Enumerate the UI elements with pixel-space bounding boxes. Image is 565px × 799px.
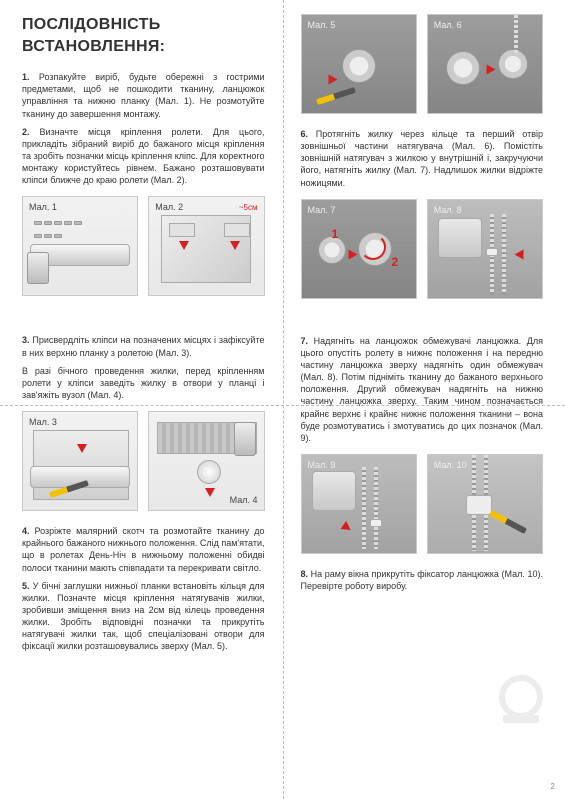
tensioner-outer-shape bbox=[498, 49, 528, 79]
figure-10: Мал. 10 bbox=[427, 454, 543, 554]
tensioner-shape bbox=[446, 51, 480, 85]
red-arrow-icon bbox=[514, 249, 523, 259]
step-2-text: 2. Визначте місця кріплення ролети. Для … bbox=[22, 126, 265, 187]
figure-8-label: Мал. 8 bbox=[434, 204, 462, 216]
limiter-shape bbox=[486, 248, 498, 256]
fig-row-9-10: Мал. 9 Мал. 10 bbox=[301, 454, 544, 554]
step-3-text: 3. Присвердліть кліпси на позначених міс… bbox=[22, 334, 265, 358]
page-number: 2 bbox=[551, 782, 555, 793]
chain-shape bbox=[502, 214, 506, 294]
cord-shape bbox=[514, 15, 518, 53]
page-title: ПОСЛІДОВНІСТЬ ВСТАНОВЛЕННЯ: bbox=[22, 14, 265, 57]
clip-shape bbox=[224, 223, 250, 237]
figure-5-label: Мал. 5 bbox=[308, 19, 336, 31]
red-arrow-icon bbox=[486, 65, 495, 75]
figure-6: Мал. 6 bbox=[427, 14, 543, 114]
figure-6-label: Мал. 6 bbox=[434, 19, 462, 31]
mechanism-shape bbox=[312, 471, 356, 511]
bracket-shape bbox=[234, 422, 256, 456]
bracket-shape bbox=[27, 252, 49, 284]
figure-9: Мал. 9 bbox=[301, 454, 417, 554]
red-arrow-icon bbox=[205, 488, 215, 497]
step-6-text: 6. Протягніть жилку через кільце та перш… bbox=[301, 128, 544, 189]
limiter-shape bbox=[370, 519, 382, 527]
red-arrow-icon bbox=[230, 241, 240, 250]
knot-shape bbox=[197, 460, 221, 484]
step-num-3: 3. bbox=[22, 335, 30, 345]
figure-8: Мал. 8 bbox=[427, 199, 543, 299]
step-num-4: 4. bbox=[22, 526, 30, 536]
step-num-6: 6. bbox=[301, 129, 309, 139]
frame-shape bbox=[33, 430, 129, 500]
fig-row-1-2: Мал. 1 Мал. 2 ~5см bbox=[22, 196, 265, 296]
figure-1: Мал. 1 bbox=[22, 196, 138, 296]
red-curve-arrow-icon bbox=[360, 234, 386, 260]
red-arrow-icon bbox=[77, 444, 87, 453]
red-arrow-icon bbox=[328, 75, 337, 85]
step-8-text: 8. На раму вікна прикрутіть фіксатор лан… bbox=[301, 568, 544, 592]
fig-row-5-6: Мал. 5 Мал. 6 bbox=[301, 14, 544, 114]
step-3b-text: В разі бічного проведення жилки, перед к… bbox=[22, 365, 265, 401]
parts-icon bbox=[33, 217, 83, 247]
red-arrow-icon bbox=[179, 241, 189, 250]
step-num-2: 2. bbox=[22, 127, 30, 137]
figure-3: Мал. 3 bbox=[22, 411, 138, 511]
step-num-1: 1. bbox=[22, 72, 30, 82]
right-column: Мал. 5 Мал. 6 6. Протягніть жилку через … bbox=[283, 0, 565, 799]
step-4-text: 4. Розріжте малярний скотч та розмотайте… bbox=[22, 525, 265, 574]
figure-7: Мал. 7 1 2 bbox=[301, 199, 417, 299]
figure-2: Мал. 2 ~5см bbox=[148, 196, 264, 296]
figure-9-label: Мал. 9 bbox=[308, 459, 336, 471]
figure-10-label: Мал. 10 bbox=[434, 459, 467, 471]
figure-4: Мал. 4 bbox=[148, 411, 264, 511]
figure-3-label: Мал. 3 bbox=[29, 416, 57, 428]
step-1-text: 1. Розпакуйте виріб, будьте обережні з г… bbox=[22, 71, 265, 120]
figure-1-label: Мал. 1 bbox=[29, 201, 57, 213]
chain-shape bbox=[374, 467, 378, 549]
mechanism-shape bbox=[438, 218, 482, 258]
step-num-5: 5. bbox=[22, 581, 30, 591]
fig-row-7-8: Мал. 7 1 2 Мал. 8 bbox=[301, 199, 544, 299]
page: ПОСЛІДОВНІСТЬ ВСТАНОВЛЕННЯ: 1. Розпакуйт… bbox=[0, 0, 565, 799]
step-5-text: 5. У бічні заглушки нижньої планки встан… bbox=[22, 580, 265, 653]
watermark-icon bbox=[489, 675, 553, 739]
clip-shape bbox=[169, 223, 195, 237]
fixator-shape bbox=[466, 495, 492, 515]
step-num-7: 7. bbox=[301, 336, 309, 346]
figure-5: Мал. 5 bbox=[301, 14, 417, 114]
step-7-text: 7. Надягніть на ланцюжок обмежувачі ланц… bbox=[301, 335, 544, 444]
chain-shape bbox=[362, 467, 366, 549]
left-column: ПОСЛІДОВНІСТЬ ВСТАНОВЛЕННЯ: 1. Розпакуйт… bbox=[0, 0, 283, 799]
callout-2: 2 bbox=[392, 254, 399, 270]
step-num-8: 8. bbox=[301, 569, 309, 579]
red-arrow-icon bbox=[348, 249, 357, 259]
tensioner-shape bbox=[342, 49, 376, 83]
fig-row-3-4: Мал. 3 Мал. 4 bbox=[22, 411, 265, 511]
figure-7-label: Мал. 7 bbox=[308, 204, 336, 216]
figure-4-label: Мал. 4 bbox=[230, 494, 258, 506]
callout-1: 1 bbox=[332, 226, 339, 242]
figure-2-label: Мал. 2 bbox=[155, 201, 183, 213]
dimension-label: ~5см bbox=[239, 203, 258, 214]
